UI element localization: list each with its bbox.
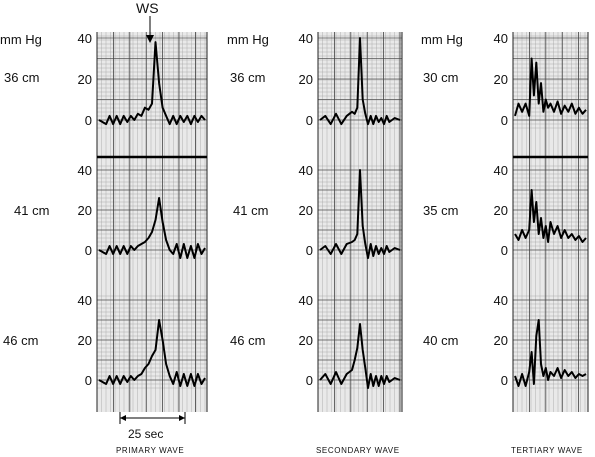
pressure-trace-2-1 <box>514 189 587 243</box>
pressure-trace-0-0 <box>98 41 206 126</box>
caption-tertiary-wave: TERTIARY WAVE <box>511 446 583 455</box>
y-tick-label: 0 <box>306 243 313 258</box>
level-label-tertiary-1: 30 cm <box>423 70 459 85</box>
scale-bar-arrow-right <box>179 415 185 421</box>
pressure-trace-1-0 <box>319 37 401 126</box>
pressure-trace-2-0 <box>514 57 587 117</box>
y-tick-label: 40 <box>494 163 508 178</box>
unit-label-primary: mm Hg <box>0 32 42 47</box>
y-tick-label: 0 <box>306 373 313 388</box>
ws-arrow-head <box>146 35 154 43</box>
y-tick-label: 0 <box>306 113 313 128</box>
caption-primary-wave: PRIMARY WAVE <box>116 446 185 455</box>
scale-bar-arrow-left <box>120 415 126 421</box>
y-tick-label: 40 <box>299 163 313 178</box>
y-tick-label: 40 <box>78 293 92 308</box>
y-tick-label: 20 <box>299 72 313 87</box>
pressure-trace-1-2 <box>319 323 401 389</box>
y-tick-label: 20 <box>299 333 313 348</box>
level-label-tertiary-3: 40 cm <box>423 333 459 348</box>
level-label-primary-2: 41 cm <box>14 203 50 218</box>
ws-marker-label: WS <box>136 0 159 16</box>
level-label-tertiary-2: 35 cm <box>423 203 459 218</box>
y-tick-label: 20 <box>78 72 92 87</box>
y-tick-label: 40 <box>494 293 508 308</box>
y-tick-label: 40 <box>299 31 313 46</box>
y-tick-label: 0 <box>85 373 92 388</box>
y-tick-label: 20 <box>494 203 508 218</box>
level-label-secondary-3: 46 cm <box>230 333 266 348</box>
y-tick-label: 0 <box>501 113 508 128</box>
unit-label-secondary: mm Hg <box>227 32 269 47</box>
level-label-secondary-1: 36 cm <box>230 70 266 85</box>
y-tick-label: 20 <box>78 333 92 348</box>
pressure-trace-1-1 <box>319 169 401 259</box>
level-label-secondary-2: 41 cm <box>233 203 269 218</box>
y-tick-label: 40 <box>78 163 92 178</box>
caption-secondary-wave: SECONDARY WAVE <box>316 446 400 455</box>
pressure-trace-0-1 <box>98 197 206 259</box>
level-label-primary-3: 46 cm <box>3 333 39 348</box>
level-label-primary-1: 36 cm <box>4 70 40 85</box>
y-tick-label: 20 <box>78 203 92 218</box>
y-tick-label: 20 <box>494 333 508 348</box>
y-tick-label: 0 <box>501 373 508 388</box>
y-tick-label: 0 <box>85 243 92 258</box>
y-tick-label: 0 <box>501 243 508 258</box>
scale-bar-label: 25 sec <box>128 427 164 441</box>
pressure-trace-2-2 <box>514 319 587 387</box>
y-tick-label: 40 <box>299 293 313 308</box>
y-tick-label: 40 <box>78 31 92 46</box>
pressure-trace-0-2 <box>98 319 206 387</box>
y-tick-label: 20 <box>299 203 313 218</box>
unit-label-tertiary: mm Hg <box>421 32 463 47</box>
y-tick-label: 0 <box>85 113 92 128</box>
y-tick-label: 20 <box>494 72 508 87</box>
y-tick-label: 40 <box>494 31 508 46</box>
